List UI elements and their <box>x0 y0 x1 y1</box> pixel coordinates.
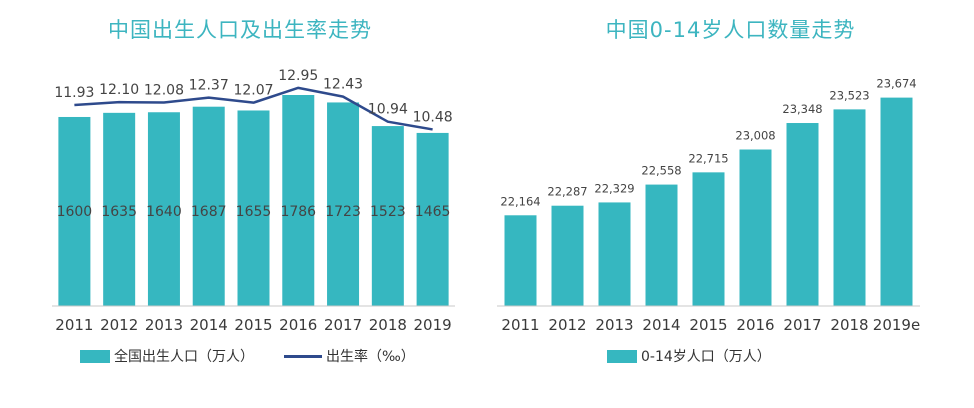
children-x-tick-2013: 2013 <box>595 316 633 334</box>
children-bar-label-2015: 22,715 <box>688 151 728 165</box>
children-bar-label-2013: 22,329 <box>594 181 634 195</box>
birth-chart-title: 中国出生人口及出生率走势 <box>108 18 372 42</box>
children-x-tick-2011: 2011 <box>501 316 539 334</box>
birth-rate-label-2012: 12.10 <box>99 82 139 98</box>
birth-rate-line <box>74 86 433 131</box>
children-bar-label-2011: 22,164 <box>500 194 540 208</box>
children-x-tick-2014: 2014 <box>642 316 680 334</box>
birth-rate-label-2014: 12.37 <box>189 78 229 94</box>
birth-bar-2011 <box>58 116 91 306</box>
birth-rate-label-2018: 10.94 <box>368 102 408 118</box>
children-bar-label-2016: 23,008 <box>735 129 775 143</box>
children-x-tick-2019e: 2019e <box>873 316 920 334</box>
children-bar-label-2012: 22,287 <box>547 185 587 199</box>
birth-bar-label-2015: 1655 <box>236 204 272 220</box>
birth-x-tick-2013: 2013 <box>145 316 183 334</box>
legend-children-swatch <box>607 349 637 363</box>
birth-rate-label-2013: 12.08 <box>144 82 184 98</box>
children-chart-title: 中国0-14岁人口数量走势 <box>605 18 856 42</box>
birth-bar-2017 <box>327 102 360 306</box>
legend-bar-label: 全国出生人口（万人） <box>114 349 254 365</box>
children-bar-label-2018: 23,523 <box>829 88 869 102</box>
birth-bar-label-2017: 1723 <box>325 204 361 220</box>
children-bar-label-2019e: 23,674 <box>876 77 916 91</box>
birth-bar-2016 <box>282 95 315 306</box>
birth-x-tick-2016: 2016 <box>279 316 317 334</box>
birth-bar-label-2012: 1635 <box>101 204 137 220</box>
legend-line-label: 出生率（‰） <box>326 349 415 365</box>
children-bar-2013 <box>598 202 631 306</box>
birth-x-tick-2018: 2018 <box>369 316 407 334</box>
children-bar-2019e <box>880 97 913 306</box>
children-bar-2018 <box>833 109 866 306</box>
children-x-tick-2018: 2018 <box>830 316 868 334</box>
birth-bar-2018 <box>371 126 404 306</box>
birth-chart-panel: 中国出生人口及出生率走势 1600 2011 1635 2012 1640 2013 168… <box>0 0 480 408</box>
birth-bar-label-2019: 1465 <box>415 204 451 220</box>
legend-children-label: 0-14岁人口（万人） <box>641 349 771 365</box>
birth-bar-2012 <box>103 112 136 307</box>
birth-rate-label-2017: 12.43 <box>323 77 363 93</box>
children-x-tick-2015: 2015 <box>689 316 727 334</box>
birth-chart-svg: 1600 2011 1635 2012 1640 2013 1687 2014 1655 2015… <box>52 68 455 334</box>
children-x-tick-2016: 2016 <box>736 316 774 334</box>
children-bar-label-2014: 22,558 <box>641 164 681 178</box>
children-bar-label-2017: 23,348 <box>782 102 822 116</box>
birth-rate-label-2015: 12.07 <box>233 83 273 99</box>
children-chart-svg: 22,164 2011 22,287 2012 22,329 2013 22,558 2014… <box>497 77 920 334</box>
children-bar-2017 <box>786 123 819 306</box>
children-bar-2011 <box>504 215 537 306</box>
birth-x-tick-2012: 2012 <box>100 316 138 334</box>
children-chart-panel: 中国0-14岁人口数量走势 22,164 2011 22,287 2012 22,329… <box>487 0 974 408</box>
birth-bar-2014 <box>192 106 225 306</box>
children-bar-2016 <box>739 149 772 306</box>
birth-bar-2015 <box>237 110 270 306</box>
birth-chart-legend: 全国出生人口（万人） 出生率（‰） <box>80 346 415 366</box>
birth-bar-label-2016: 1786 <box>280 204 316 220</box>
children-bar-2015 <box>692 172 725 306</box>
legend-line-swatch <box>284 354 322 358</box>
birth-bar-label-2011: 1600 <box>57 204 93 220</box>
birth-x-tick-2014: 2014 <box>190 316 228 334</box>
birth-bar-label-2018: 1523 <box>370 204 406 220</box>
birth-x-tick-2019: 2019 <box>414 316 452 334</box>
birth-bar-2013 <box>147 112 180 307</box>
birth-bar-label-2014: 1687 <box>191 204 227 220</box>
children-bar-2014 <box>645 184 678 306</box>
children-bar-2012 <box>551 205 584 306</box>
birth-x-tick-2017: 2017 <box>324 316 362 334</box>
children-chart-legend: 0-14岁人口（万人） <box>607 346 771 366</box>
birth-rate-label-2019: 10.48 <box>413 109 453 125</box>
birth-rate-label-2016: 12.95 <box>278 68 318 84</box>
birth-bar-2019 <box>416 132 449 306</box>
birth-bar-label-2013: 1640 <box>146 204 182 220</box>
birth-x-tick-2011: 2011 <box>55 316 93 334</box>
children-x-tick-2012: 2012 <box>548 316 586 334</box>
birth-rate-label-2011: 11.93 <box>54 85 94 101</box>
birth-x-tick-2015: 2015 <box>234 316 272 334</box>
children-x-tick-2017: 2017 <box>783 316 821 334</box>
legend-bar-swatch <box>80 349 110 363</box>
